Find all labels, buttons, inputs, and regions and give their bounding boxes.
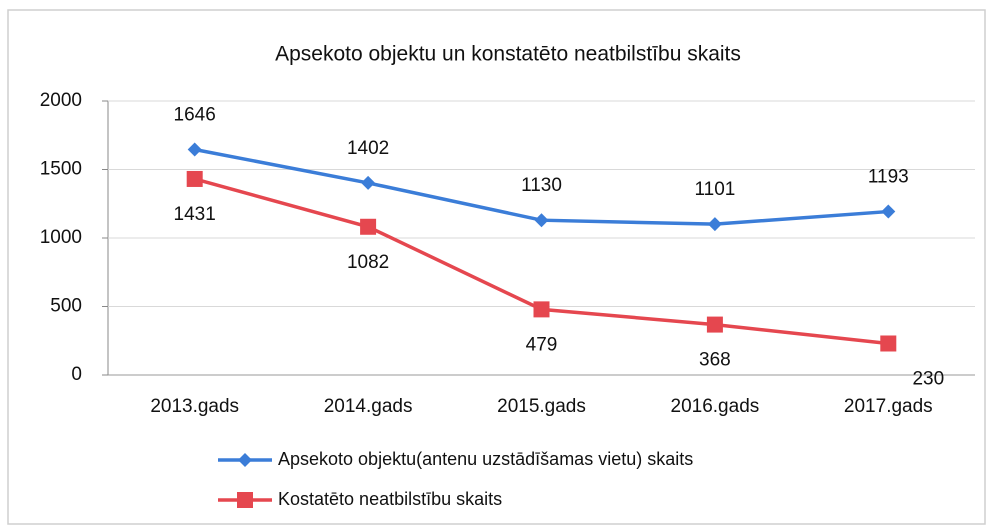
y-tick-label: 1000 (40, 227, 82, 248)
chart-title: Apsekoto objektu un konstatēto neatbilst… (275, 43, 741, 66)
x-tick-label: 2017.gads (844, 396, 933, 417)
x-tick-label: 2015.gads (497, 396, 586, 417)
data-label: 1101 (694, 179, 735, 200)
data-point (187, 142, 202, 157)
data-label: 368 (699, 350, 731, 371)
data-point (707, 217, 722, 232)
data-point (706, 316, 723, 333)
data-point (880, 335, 897, 352)
data-point (533, 301, 550, 318)
legend-label: Apsekoto objektu(antenu uzstādīšamas vie… (278, 449, 693, 469)
data-point (534, 213, 549, 228)
data-label: 1646 (174, 105, 216, 126)
x-tick-label: 2016.gads (671, 396, 760, 417)
data-label: 230 (912, 369, 944, 390)
legend-label: Kostatēto neatbilstību skaits (278, 489, 502, 509)
data-point (360, 218, 377, 235)
data-label: 1193 (868, 167, 909, 188)
data-point (361, 175, 376, 190)
data-point (881, 204, 896, 219)
x-tick-label: 2013.gads (150, 396, 239, 417)
chart-frame (7, 9, 986, 525)
data-point (186, 170, 203, 187)
y-tick-label: 0 (71, 364, 82, 385)
legend-marker (238, 453, 252, 467)
x-tick-label: 2014.gads (324, 396, 413, 417)
y-tick-label: 2000 (40, 90, 82, 111)
legend-marker (237, 492, 253, 508)
data-label: 1082 (347, 252, 389, 273)
data-label: 479 (526, 334, 558, 355)
data-label: 1130 (521, 175, 562, 196)
data-label: 1402 (347, 138, 389, 159)
data-label: 1431 (174, 204, 216, 225)
y-tick-label: 500 (50, 296, 82, 317)
y-tick-label: 1500 (40, 159, 82, 180)
